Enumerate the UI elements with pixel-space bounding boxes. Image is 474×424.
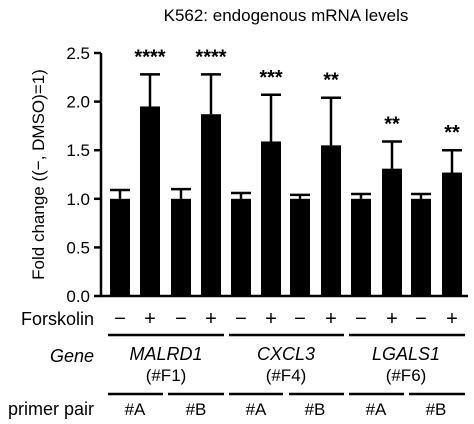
bar [231, 198, 251, 296]
gene-row-label: Gene [50, 346, 94, 366]
primer-pair-label: #B [426, 400, 447, 419]
gene-name: LGALS1 [372, 344, 440, 364]
gene-construct: (#F4) [266, 366, 307, 385]
significance-label: ** [323, 70, 339, 92]
bar [382, 168, 402, 296]
bars: **** ******* **** ** [110, 46, 462, 297]
forskolin-sign: + [265, 308, 277, 330]
gene-construct: (#F6) [386, 366, 427, 385]
bar [171, 198, 191, 296]
x-labels: Forskolin − + − + − + − + − + − +Gene MALRD1(#F1)CXCL… [8, 308, 465, 419]
y-tick-label: 1.5 [66, 141, 90, 160]
bar [110, 198, 130, 296]
y-tick-label: 0.5 [66, 238, 90, 257]
bar [140, 106, 160, 297]
bar [201, 114, 221, 297]
forskolin-sign: − [294, 308, 306, 330]
primer-row-label: primer pair [8, 399, 94, 419]
primer-pair-label: #A [246, 400, 267, 419]
significance-label: ** [444, 122, 460, 144]
y-axis: 0.0 0.5 1.0 1.5 2.0 2.5 Fold change ((−, DMSO)… [29, 44, 468, 306]
chart-title: K562: endogenous mRNA levels [164, 6, 409, 25]
y-tick-label: 2.0 [66, 93, 90, 112]
forskolin-sign: + [446, 308, 458, 330]
bar [261, 141, 281, 296]
bar [290, 198, 310, 296]
forskolin-sign: − [235, 308, 247, 330]
forskolin-sign: − [355, 308, 367, 330]
bar [442, 172, 462, 296]
significance-label: **** [195, 46, 226, 68]
forskolin-sign: − [114, 308, 126, 330]
primer-pair-label: #B [305, 400, 326, 419]
significance-label: ** [384, 113, 400, 135]
gene-construct: (#F1) [146, 366, 187, 385]
forskolin-sign: + [386, 308, 398, 330]
forskolin-sign: + [325, 308, 337, 330]
y-axis-label: Fold change ((−, DMSO)=1) [29, 69, 48, 280]
primer-pair-label: #B [186, 400, 207, 419]
primer-pair-label: #A [366, 400, 387, 419]
y-tick-label: 0.0 [66, 287, 90, 306]
gene-name: MALRD1 [129, 344, 202, 364]
bar [321, 145, 341, 296]
forskolin-sign: + [205, 308, 217, 330]
y-tick-label: 1.0 [66, 190, 90, 209]
bar [411, 198, 431, 296]
bar [351, 198, 371, 296]
primer-pair-label: #A [125, 400, 146, 419]
significance-label: **** [134, 46, 165, 68]
gene-name: CXCL3 [257, 344, 315, 364]
forskolin-sign: + [144, 308, 156, 330]
forskolin-sign: − [415, 308, 427, 330]
forskolin-row-label: Forskolin [21, 309, 94, 329]
forskolin-sign: − [175, 308, 187, 330]
significance-label: *** [259, 67, 283, 89]
y-tick-label: 2.5 [66, 44, 90, 63]
